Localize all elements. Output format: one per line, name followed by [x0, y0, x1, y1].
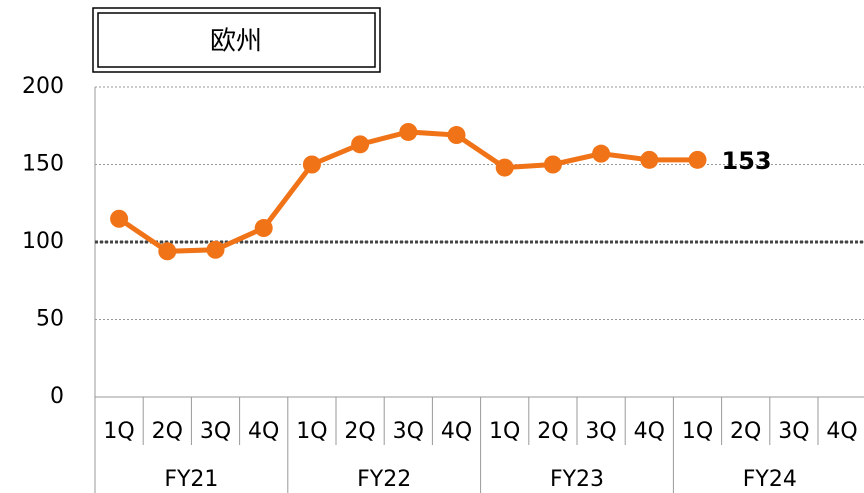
marker	[302, 155, 321, 174]
y-tick-label: 150	[22, 152, 64, 177]
marker	[640, 150, 659, 169]
marker	[351, 135, 370, 154]
x-tick-label: 2Q	[730, 419, 761, 444]
marker	[543, 155, 562, 174]
x-tick-label: 3Q	[393, 419, 424, 444]
marker	[688, 150, 707, 169]
x-tick-label: 2Q	[344, 419, 375, 444]
y-tick-label: 0	[50, 384, 64, 409]
marker	[495, 158, 514, 177]
y-tick-label: 200	[22, 74, 64, 99]
x-tick-label: 1Q	[103, 419, 134, 444]
group-label: FY23	[550, 467, 604, 492]
marker	[447, 126, 466, 145]
chart-title: 欧州	[210, 27, 262, 57]
series-line	[117, 129, 698, 254]
x-tick-label: 2Q	[537, 419, 568, 444]
group-label: FY22	[357, 467, 411, 492]
marker	[158, 242, 177, 261]
x-tick-label: 1Q	[682, 419, 713, 444]
x-tick-label: 1Q	[296, 419, 327, 444]
group-label: FY21	[164, 467, 218, 492]
group-label: FY24	[743, 467, 797, 492]
x-tick-label: 3Q	[778, 419, 809, 444]
x-tick-label: 4Q	[826, 419, 857, 444]
x-tick-label: 4Q	[248, 419, 279, 444]
y-tick-label: 50	[36, 307, 64, 332]
title-box-outer	[92, 7, 381, 73]
x-tick-label: 1Q	[489, 419, 520, 444]
y-tick-label: 100	[22, 229, 64, 254]
marker	[399, 122, 418, 141]
marker	[206, 240, 225, 259]
x-tick-label: 3Q	[200, 419, 231, 444]
data-label: 153	[722, 147, 772, 175]
x-tick-label: 2Q	[152, 419, 183, 444]
x-tick-label: 3Q	[585, 419, 616, 444]
x-tick-label: 4Q	[634, 419, 665, 444]
marker	[592, 144, 611, 163]
title-box-inner	[97, 12, 376, 68]
x-tick-label: 4Q	[441, 419, 472, 444]
marker	[110, 209, 129, 228]
marker	[254, 219, 273, 238]
